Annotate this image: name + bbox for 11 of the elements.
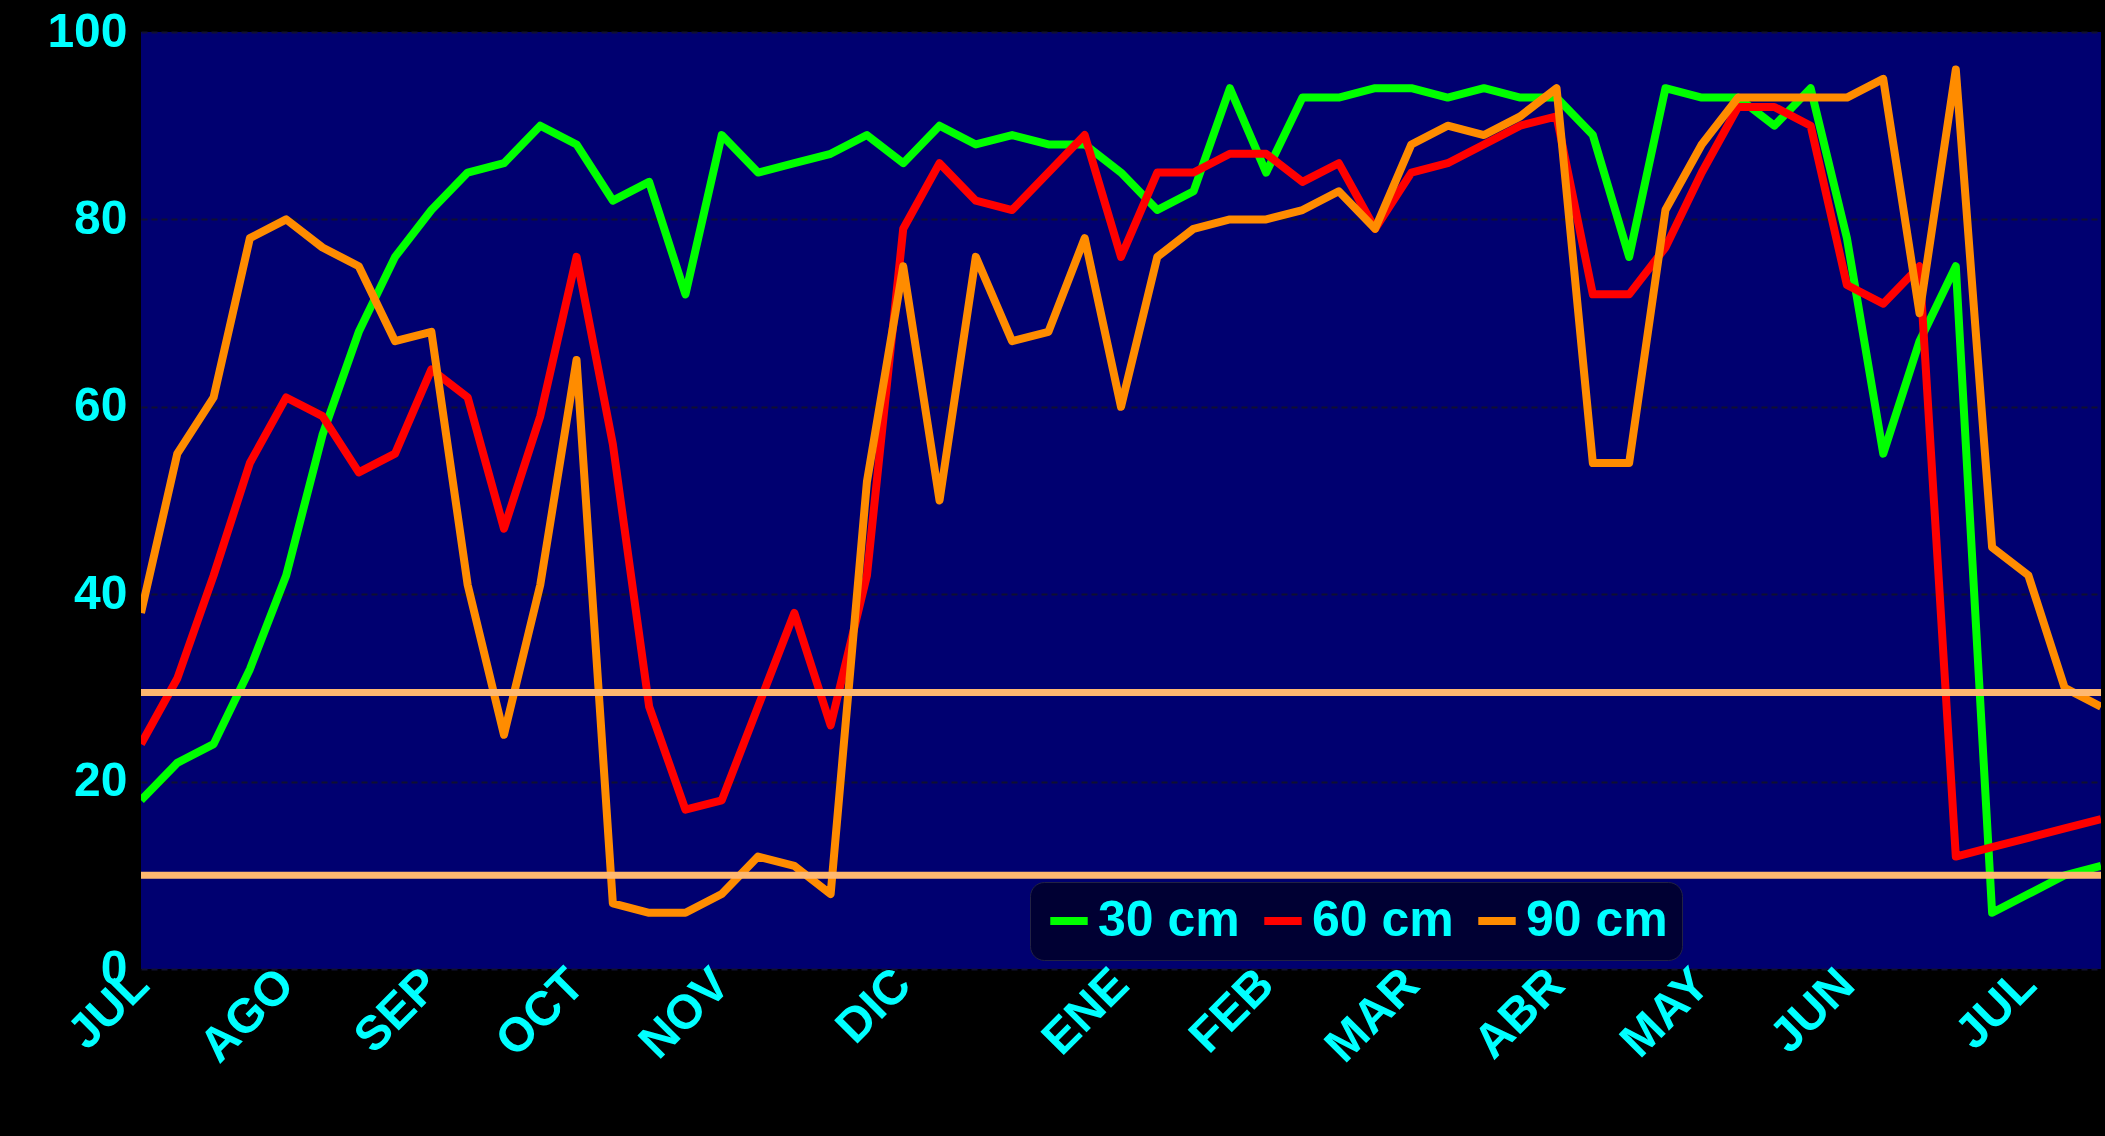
x-tick-label: JUL [1944,956,2046,1059]
legend-label: 90 cm [1526,891,1668,947]
y-tick-label: 20 [74,753,128,807]
y-tick-label: 80 [74,190,128,244]
x-tick-label: SEP [343,956,449,1063]
legend-label: 60 cm [1312,891,1454,947]
y-tick-label: 60 [74,378,128,432]
x-tick-label: DIC [824,956,921,1053]
y-tick-label: 40 [74,565,128,619]
y-tick-label: 100 [47,3,128,57]
legend-label: 30 cm [1098,891,1240,947]
